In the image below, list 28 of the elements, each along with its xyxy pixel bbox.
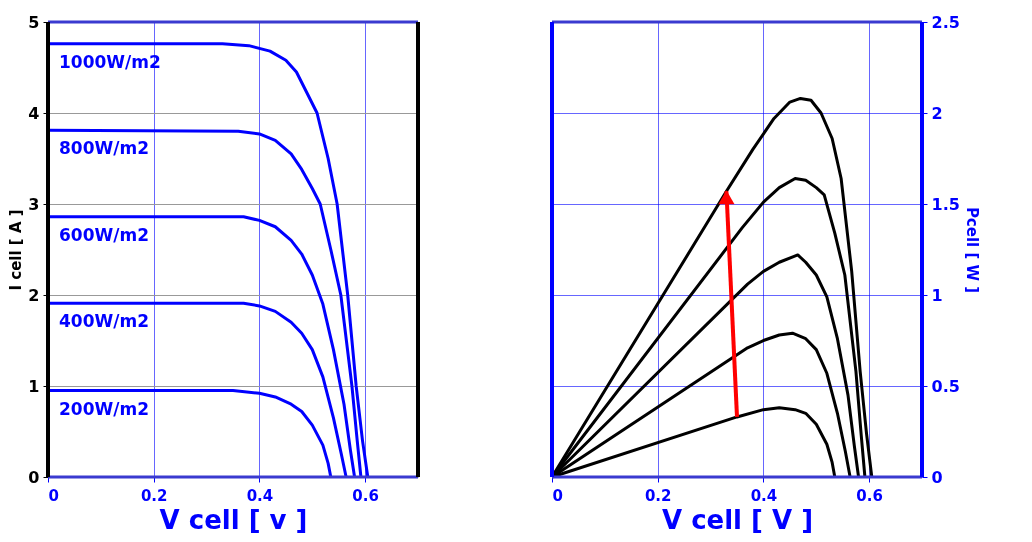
x-axis-title: V cell [ V ] (661, 504, 814, 535)
x-tick-label: 0.4 (246, 486, 274, 505)
y-tick-label: 0 (28, 467, 40, 487)
y-tick-label: 4 (28, 103, 40, 123)
series-label: 800W/m2 (59, 138, 149, 159)
y-tick-label: 2 (28, 285, 40, 305)
x-axis-title: V cell [ v ] (159, 504, 308, 535)
x-tick-label: 0.2 (644, 486, 672, 505)
y-tick-label: 0 (931, 467, 943, 487)
y-tick-label: 0.5 (931, 376, 960, 396)
x-tick-label: 0 (48, 486, 59, 505)
y-tick-label: 1.5 (931, 194, 960, 214)
x-tick-label: 0.4 (750, 486, 778, 505)
x-tick-label: 0.2 (140, 486, 168, 505)
y-tick-label: 1 (28, 376, 40, 396)
x-tick-label: 0.6 (856, 486, 883, 505)
x-tick-label: 0.6 (352, 486, 379, 505)
series-label: 400W/m2 (59, 311, 149, 332)
y-tick-label: 5 (28, 12, 40, 32)
y-axis-title: Pcell [ W ] (962, 206, 981, 294)
y-tick-label: 2 (931, 103, 943, 123)
series-label: 600W/m2 (59, 224, 149, 245)
y-axis-title: I cell [ A ] (7, 209, 26, 291)
x-tick-label: 0 (552, 486, 563, 505)
series-label: 200W/m2 (59, 398, 149, 419)
y-tick-label: 3 (28, 194, 40, 214)
y-tick-label: 1 (931, 285, 943, 305)
y-tick-label: 2.5 (931, 12, 960, 32)
